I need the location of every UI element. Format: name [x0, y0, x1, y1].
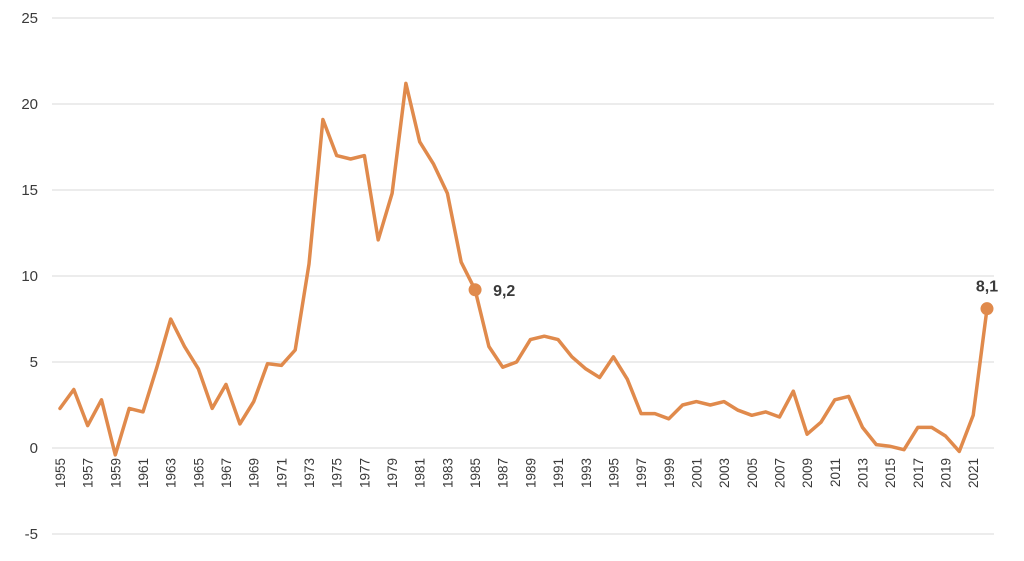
y-tick-label: -5 [25, 526, 38, 543]
x-tick-label: 1995 [606, 458, 621, 488]
x-tick-label: 1977 [357, 458, 372, 488]
x-tick-label: 1965 [191, 458, 206, 488]
data-label: 8,1 [976, 279, 998, 296]
y-tick-label: 20 [21, 96, 38, 113]
x-tick-label: 2007 [772, 458, 787, 488]
x-tick-label: 1973 [302, 458, 317, 488]
x-tick-label: 1983 [440, 458, 455, 488]
x-tick-label: 1997 [634, 458, 649, 488]
data-label: 9,2 [493, 283, 515, 300]
y-tick-label: 10 [21, 268, 38, 285]
y-tick-label: 15 [21, 182, 38, 199]
x-tick-label: 2015 [883, 458, 898, 488]
x-tick-label: 1955 [53, 458, 68, 488]
series-group [58, 81, 989, 457]
y-tick-label: 0 [30, 440, 38, 457]
x-tick-label: 1969 [247, 458, 262, 488]
highlight-point [468, 283, 482, 297]
x-tick-label: 1963 [164, 458, 179, 488]
x-tick-label: 2021 [966, 458, 981, 488]
x-tick-label: 2009 [800, 458, 815, 488]
y-axis: -5 0 5 10 15 20 25 [21, 10, 38, 543]
x-tick-label: 1975 [330, 458, 345, 488]
x-tick-label: 1957 [81, 458, 96, 488]
x-tick-label: 1999 [662, 458, 677, 488]
x-tick-label: 1967 [219, 458, 234, 488]
y-tick-label: 25 [21, 10, 38, 27]
gridlines [52, 17, 994, 535]
x-tick-label: 2011 [828, 458, 843, 487]
x-tick-label: 1987 [496, 458, 511, 488]
x-tick-label: 1981 [413, 458, 428, 488]
x-tick-label: 1971 [274, 458, 289, 488]
x-tick-label: 1985 [468, 458, 483, 488]
y-tick-label: 5 [30, 354, 38, 371]
x-tick-label: 1993 [579, 458, 594, 488]
x-axis: 1955 1957 1959 1961 1963 1965 1967 1969 1971 1973… [53, 458, 981, 488]
x-tick-label: 2001 [689, 458, 704, 488]
x-tick-label: 1991 [551, 458, 566, 488]
x-tick-label: 2017 [911, 458, 926, 488]
x-tick-label: 1961 [136, 458, 151, 488]
series-line-0 [58, 81, 989, 457]
x-tick-label: 1989 [523, 458, 538, 488]
x-tick-label: 1959 [108, 458, 123, 488]
x-tick-label: 2019 [938, 458, 953, 488]
x-tick-label: 2013 [855, 458, 870, 488]
highlight-point [980, 302, 994, 316]
data-labels: 9,2 8,1 [468, 279, 998, 316]
x-tick-label: 2003 [717, 458, 732, 488]
x-tick-label: 1979 [385, 458, 400, 488]
x-tick-label: 2005 [745, 458, 760, 488]
